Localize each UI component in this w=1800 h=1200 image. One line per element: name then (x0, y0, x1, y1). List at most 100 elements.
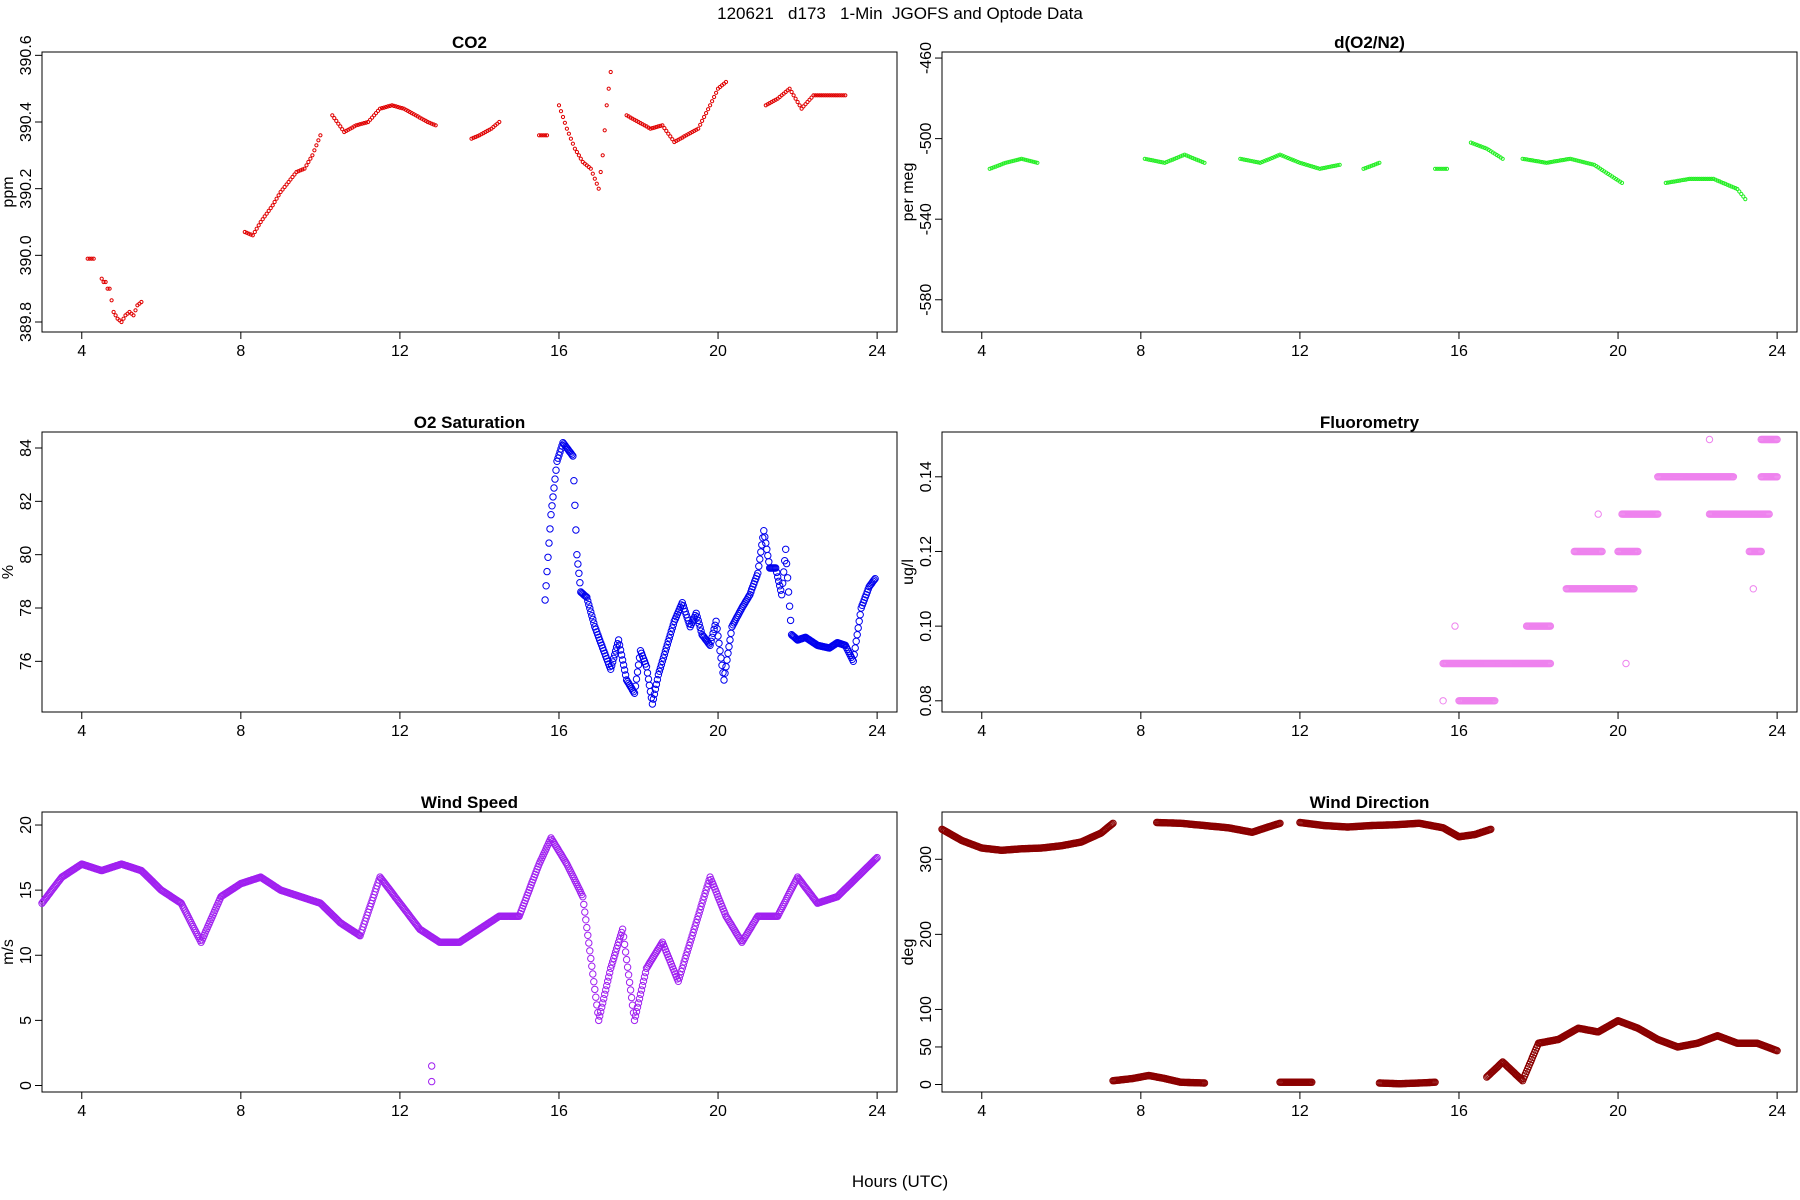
plot-frame (941, 51, 1798, 333)
x-tick-label: 4 (977, 723, 986, 740)
data-point (1365, 165, 1370, 170)
data-point (817, 93, 822, 98)
data-point (1693, 176, 1698, 181)
data-point (688, 932, 696, 940)
data-point (586, 604, 594, 613)
data-point (619, 933, 628, 941)
data-point (497, 119, 502, 125)
data-point (714, 632, 722, 640)
data-point (1550, 159, 1555, 164)
data-point (997, 163, 1002, 168)
data-point (697, 627, 705, 635)
data-point (684, 945, 692, 953)
data-point (609, 658, 617, 666)
data-point (710, 625, 718, 634)
data-point (85, 256, 90, 261)
data-point (564, 126, 570, 131)
data-point (633, 1003, 642, 1012)
data-point (718, 661, 726, 670)
data-point (1003, 160, 1008, 165)
data-point (469, 136, 474, 141)
data-point (318, 133, 323, 138)
data-point (585, 601, 593, 609)
data-point (399, 106, 404, 111)
data-point (1331, 163, 1336, 169)
x-tick-label: 4 (77, 723, 86, 740)
data-point (111, 309, 116, 315)
data-point (714, 90, 719, 95)
data-point (1522, 157, 1527, 162)
data-point (1329, 164, 1334, 169)
y-tick-label: 390.0 (18, 235, 35, 275)
y-tick-label: 100 (918, 996, 935, 1023)
data-point (662, 644, 670, 652)
x-tick-label: 8 (236, 1103, 245, 1120)
data-point (1291, 158, 1296, 163)
data-point (631, 682, 640, 690)
data-point (1451, 622, 1459, 630)
data-point (1027, 158, 1032, 163)
data-point (1544, 160, 1549, 165)
x-tick-label: 20 (709, 723, 727, 740)
data-point (332, 116, 337, 121)
data-point (133, 308, 138, 313)
data-point (558, 109, 564, 114)
data-point (592, 993, 600, 1001)
data-point (873, 853, 881, 862)
data-point (1671, 179, 1676, 184)
data-point (1337, 162, 1342, 167)
data-point (708, 103, 713, 108)
data-point (428, 1077, 436, 1086)
data-point (1373, 162, 1378, 167)
data-point (717, 654, 725, 662)
panel-title: Wind Direction (1310, 793, 1430, 812)
plot-frame (941, 431, 1798, 713)
data-point (544, 133, 550, 138)
data-point (654, 671, 663, 679)
data-point (1361, 166, 1366, 171)
y-axis-label: per meg (900, 163, 917, 222)
data-point (1705, 435, 1714, 444)
data-point (736, 608, 744, 616)
data-point (278, 189, 283, 195)
data-point (696, 126, 701, 131)
data-point (569, 452, 577, 460)
data-point (872, 854, 880, 863)
fluorometry-panel: Fluorometry ug/l 4 8 12 16 20 24 0.08 0.10 0.12 0.1… (900, 413, 1798, 740)
data-point (852, 637, 860, 646)
data-point (385, 104, 391, 109)
data-point (609, 958, 617, 966)
data-point (1321, 165, 1326, 171)
data-point (541, 596, 549, 604)
data-point (632, 675, 641, 683)
data-point (604, 977, 612, 986)
data-point (1200, 159, 1205, 165)
data-point (595, 1016, 603, 1025)
data-point (683, 948, 691, 956)
data-point (1580, 159, 1585, 164)
data-point (1307, 163, 1312, 168)
data-point (1677, 178, 1682, 183)
data-point (87, 256, 92, 261)
o2-n2-panel: d(O2/N2) per meg 4 8 12 16 20 24 -460 -500 -540 -58… (900, 33, 1798, 360)
data-point (693, 915, 701, 924)
data-point (570, 141, 576, 146)
data-point (782, 545, 790, 554)
data-point (855, 617, 863, 626)
data-point (573, 551, 581, 559)
data-point (762, 539, 770, 547)
data-point (121, 316, 126, 321)
data-point (1683, 177, 1688, 182)
x-tick-label: 24 (868, 1103, 886, 1120)
data-point (113, 313, 118, 318)
data-point (695, 620, 703, 628)
data-point (784, 588, 793, 596)
y-tick-label: 20 (18, 816, 35, 834)
data-point (644, 675, 653, 683)
data-point (1556, 158, 1561, 163)
y-tick-label: 78 (18, 599, 35, 617)
data-point (648, 700, 657, 708)
data-point (1303, 162, 1308, 167)
y-tick-label: 5 (18, 1016, 35, 1025)
data-point (1315, 166, 1320, 171)
